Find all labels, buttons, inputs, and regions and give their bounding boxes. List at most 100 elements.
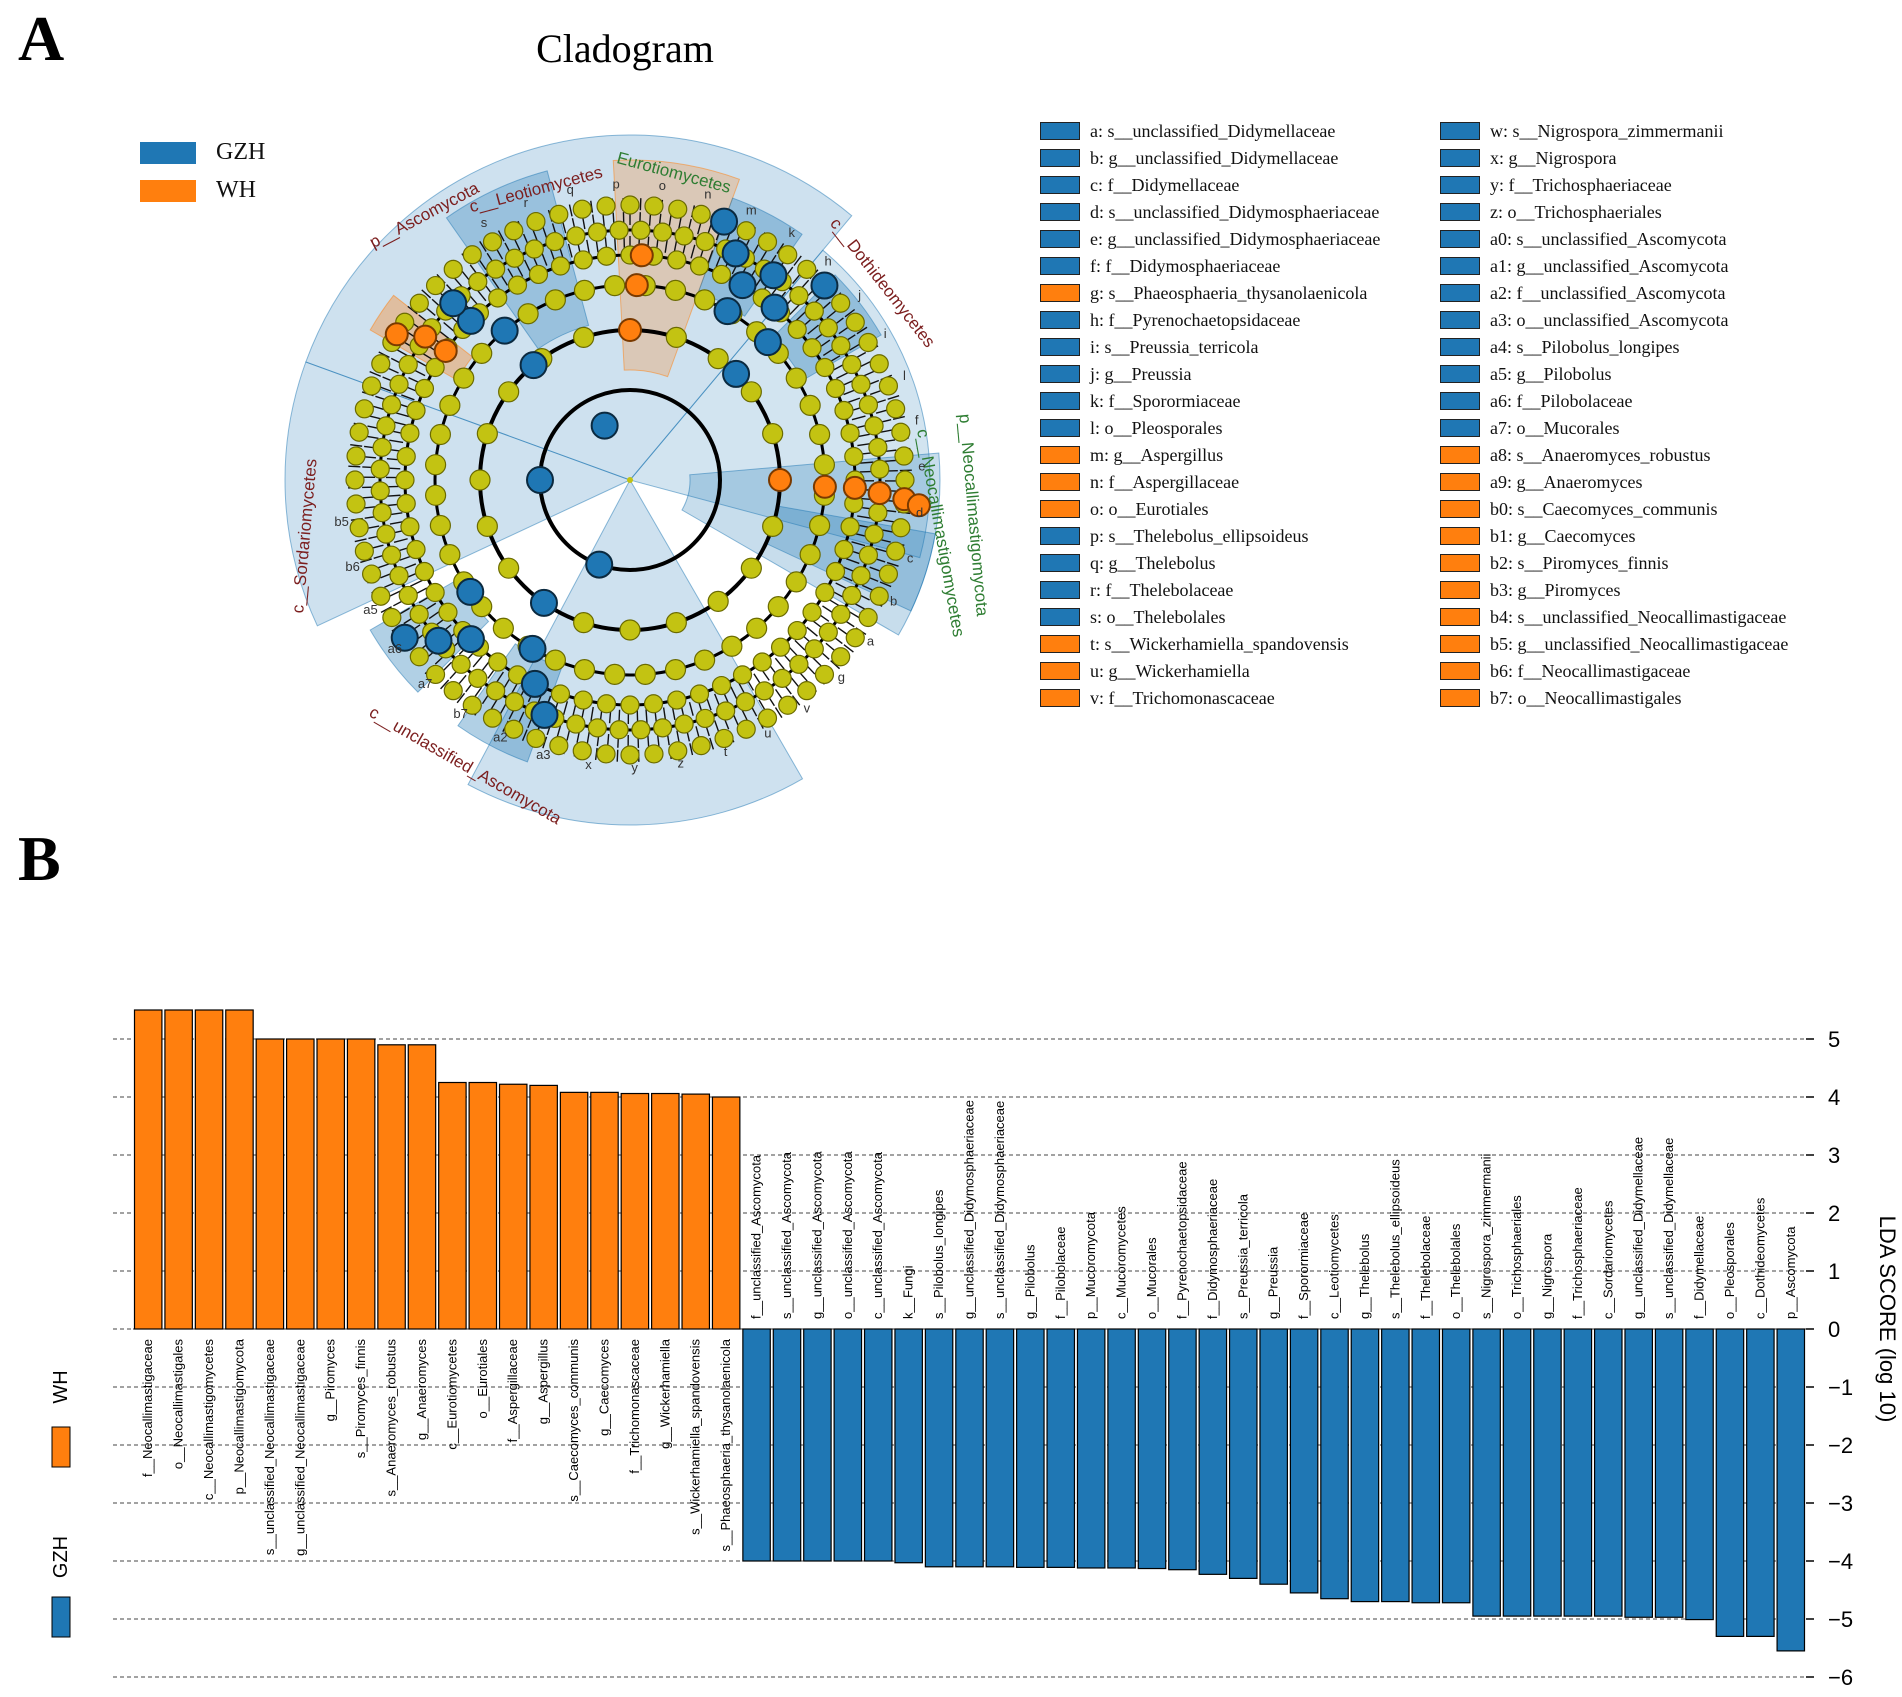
tree-branch [386,494,401,497]
clado-legend-swatch [1040,608,1080,626]
clado-legend-item: d: s__unclassified_Didymosphaeriaceae [1040,201,1379,223]
tree-node [707,590,729,612]
clado-legend-text: b: g__unclassified_Didymellaceae [1090,147,1339,168]
biomarker-node-gzh [728,271,757,300]
biomarker-node-wh [867,481,892,506]
lda-bar [438,1081,467,1330]
tree-branch [857,515,872,519]
clado-legend-text: x: g__Nigrospora [1490,147,1617,168]
tree-node [864,416,884,436]
lda-bar [1472,1328,1501,1617]
lda-bar [468,1081,498,1330]
tree-branch [348,465,361,468]
tree-ring [378,228,882,732]
category-label: g__unclassified_Ascomycota [809,1151,824,1319]
clado-legend-item: b1: g__Caecomyces [1440,525,1635,547]
biomarker-node-wh [413,324,438,349]
lda-bar [1624,1328,1654,1618]
clade-marker-letter: d [916,505,923,520]
lda-bar [955,1328,984,1568]
tree-node [787,319,807,340]
tree-branch [590,706,594,721]
tree-node [370,481,390,501]
clado-legend-item: q: g__Thelebolus [1040,552,1215,574]
tree-node [453,367,475,389]
clade-marker-letter: b6 [345,559,359,574]
lda-bar [1715,1328,1745,1637]
tree-branch [856,326,868,335]
tree-node [886,399,906,419]
tree-node [361,376,382,396]
tree-node [714,728,734,749]
tree-node [482,232,503,252]
tree-branch [707,250,714,264]
clado-legend-text: b6: f__Neocallimastigaceae [1490,660,1691,681]
tree-node [462,245,482,265]
clado-legend-text: a1: g__unclassified_Ascomycota [1490,255,1729,276]
clado-legend-swatch [1440,554,1480,572]
tree-node [631,220,651,240]
tree-branch [556,725,562,739]
tree-branch [844,308,856,318]
lda-bar [498,1083,528,1330]
category-label: s__Phaeosphaeria_thysanolaenicola [718,1338,733,1551]
tree-node [425,484,447,506]
tree-node [414,561,435,582]
biomarker-node-wh [768,468,792,492]
category-label: g__Aspergillus [536,1339,551,1425]
biomarker-node-gzh [529,588,558,617]
tree-node [361,564,382,584]
clado-legend-swatch [1040,446,1080,464]
biomarker-node-gzh [456,625,485,654]
tree-node [545,231,565,252]
lda-bars [133,1009,1806,1652]
tree-node [349,422,369,442]
tree-node [492,617,514,639]
tree-node [372,437,392,457]
tree-node [504,221,524,241]
clado-legend-text: a9: g__Anaeromyces [1490,471,1643,492]
tree-branch [862,370,876,377]
lda-legend: WH GZH [50,1370,72,1638]
clade-marker-letter: n [704,187,711,202]
clado-legend-item: c: f__Didymellaceae [1040,174,1239,196]
tree-node [381,545,402,565]
category-label: f__unclassified_Ascomycota [749,1154,764,1319]
clado-legend-swatch [1040,230,1080,248]
clade-marker-letter: m [746,202,757,217]
clado-legend-swatch [1440,635,1480,653]
category-label: g__Wickerhamiella [657,1338,672,1449]
clado-legend-swatch [1040,203,1080,221]
clado-legend-item: u: g__Wickerhamiella [1040,660,1250,682]
tree-node [643,694,664,714]
category-label: g__Preussia [1266,1246,1281,1319]
biomarker-node-gzh [520,669,549,698]
clade-marker-letter: l [903,368,906,383]
tree-branch [389,520,404,525]
category-label: c__Neocallimastigomycetes [201,1339,216,1501]
tree-node [429,514,451,537]
clado-legend-item: l: o__Pleosporales [1040,417,1223,439]
clado-legend-swatch [1040,338,1080,356]
clado-legend-text: v: f__Trichomonascaceae [1090,687,1275,708]
tree-node [891,422,911,442]
clade-marker-letter: h [825,253,832,268]
tree-branch [586,731,590,745]
lda-bar [590,1091,619,1330]
tree-node [716,701,736,721]
tree-node [732,665,753,685]
clado-legend-text: a7: o__Mucorales [1490,417,1620,438]
category-label: o__Eurotiales [475,1339,490,1419]
tree-branch [789,303,801,316]
clado-legend-text: p: s__Thelebolus_ellipsoideus [1090,525,1309,546]
tree-node [757,232,778,252]
lda-bar [1746,1328,1775,1637]
clado-legend-item: a6: f__Pilobolaceae [1440,390,1632,412]
tree-node [604,275,626,297]
category-label: o__Mucorales [1144,1237,1159,1319]
tree-node [488,288,508,308]
category-label: g__Pilobolus [1022,1244,1037,1319]
tree-branch [812,657,823,668]
tree-branch [401,394,415,401]
tree-node [549,736,569,756]
